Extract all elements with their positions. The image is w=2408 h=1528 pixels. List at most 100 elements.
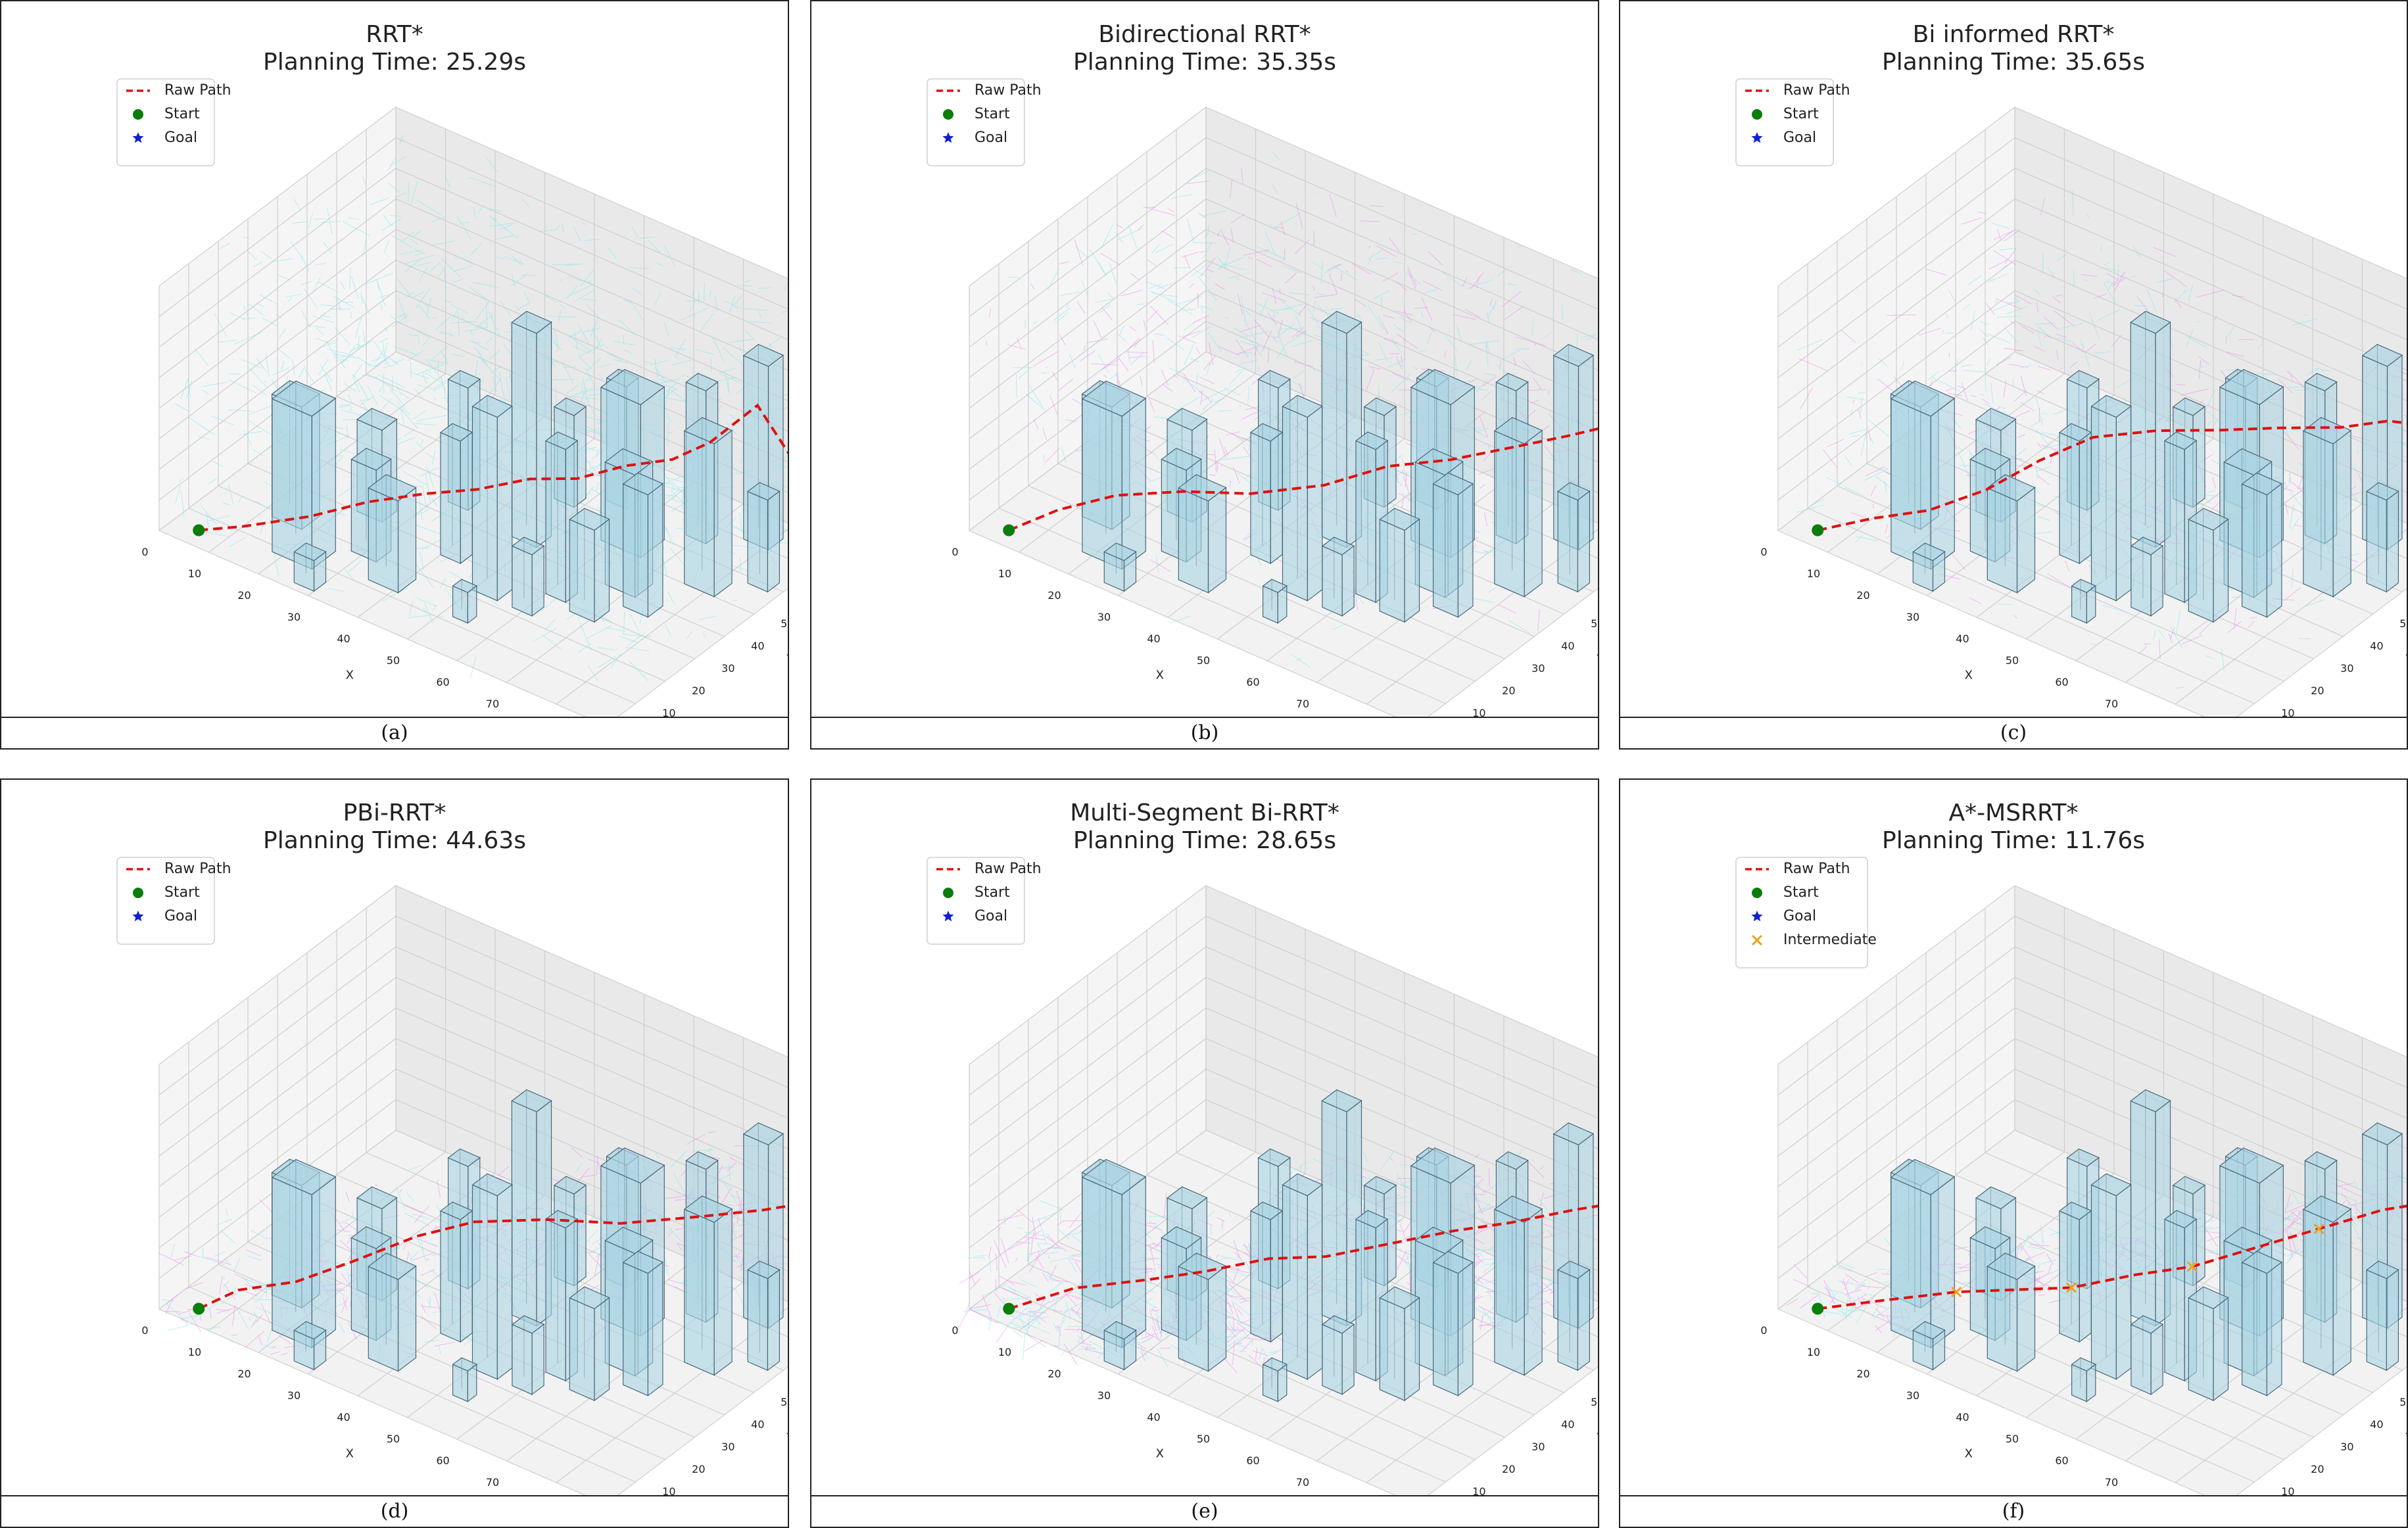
tree-edge [1489, 298, 1493, 306]
tree-edge [2033, 346, 2046, 352]
tree-edge [994, 1292, 1005, 1304]
tree-edge [1032, 1216, 1037, 1240]
tree-edge [189, 1312, 202, 1333]
legend-label: Raw Path [164, 82, 231, 99]
tree-edge [667, 1226, 683, 1242]
tree-edge [1985, 302, 1995, 315]
tree-edge [420, 439, 424, 446]
gridline-z [969, 1007, 1598, 1187]
tree-edge [1024, 1231, 1049, 1237]
tree-edge [519, 259, 523, 265]
tree-edge [1479, 484, 1485, 489]
obstacle-side [1577, 490, 1591, 593]
tree-edge [1945, 387, 1954, 392]
tree-edge [362, 297, 370, 315]
tree-edge [1239, 325, 1261, 333]
gridline-z [969, 107, 1598, 287]
tree-edge [1153, 1316, 1160, 1329]
tree-edge [272, 1345, 276, 1347]
tree-edge [2277, 379, 2294, 394]
gridline-z [969, 137, 1598, 317]
tree-edge [702, 632, 707, 638]
tree-edge [1360, 220, 1381, 222]
tree-edge [665, 527, 673, 545]
obstacle-top [511, 537, 545, 556]
tree-edge [1109, 263, 1117, 284]
tree-edge [1581, 333, 1597, 339]
tree-edge [969, 1304, 991, 1310]
tree-edge [1522, 360, 1536, 374]
tree-edge [2056, 333, 2067, 338]
obstacle-front [440, 431, 461, 564]
tree-edge [1480, 1314, 1483, 1331]
tree-edge [158, 1253, 184, 1266]
tree-edge [2072, 189, 2074, 216]
tree-edge [1499, 362, 1502, 370]
obstacle-front [1322, 545, 1343, 617]
tree-edge [1846, 396, 1865, 400]
chart-svg-a: RRT*Planning Time: 25.29s010203040506070… [116, 21, 788, 718]
obstacle-top [2188, 508, 2229, 531]
x-tick-label: 20 [1047, 589, 1061, 602]
tree-edge [1010, 1309, 1036, 1318]
tree-edge [1201, 305, 1214, 310]
tree-edge [470, 330, 473, 335]
tree-edge [253, 385, 267, 396]
tree-edge [1827, 439, 1844, 448]
tree-edge [1963, 370, 1987, 372]
chart-panel-c: Bi informed RRT* Planning Time: 35.65s 0 10… [1619, 0, 2408, 750]
tree-edge [1282, 265, 1303, 274]
chart-title: Bidirectional RRT* [1098, 21, 1311, 48]
raw-path-line [1008, 427, 1598, 532]
tree-edge [506, 377, 511, 400]
tree-edge [577, 323, 590, 345]
tree-edge [477, 204, 486, 214]
obstacle-side [397, 487, 417, 594]
tree-edge [2288, 471, 2291, 484]
tree-edge [349, 267, 351, 289]
tree-edge [1397, 1249, 1407, 1270]
tree-edge [579, 622, 592, 650]
tree-edge [2153, 630, 2156, 640]
tree-edge [631, 226, 639, 239]
chart-title: Multi-Segment Bi-RRT* [1070, 800, 1339, 826]
tree-edge [489, 350, 500, 360]
tree-edge [2019, 1246, 2023, 1251]
tree-edge [1237, 277, 1240, 281]
tree-edge [354, 374, 370, 400]
tree-edge [279, 366, 283, 370]
tree-edge [1470, 597, 1495, 603]
tree-edge [667, 592, 675, 606]
tree-edge [1259, 1348, 1263, 1360]
tree-edge [229, 537, 247, 547]
tree-edge [373, 356, 390, 368]
legend-symbol-start [133, 888, 143, 898]
tree-edge [1240, 331, 1268, 339]
tree-edge [185, 1281, 204, 1289]
tree-edge [2037, 515, 2050, 521]
tree-edge [416, 442, 425, 451]
tree-edge [2036, 429, 2050, 447]
tree-edge [1007, 344, 1026, 350]
x-tick-label: 10 [998, 1346, 1011, 1358]
obstacle-box [439, 1201, 473, 1343]
tree-edge [383, 373, 385, 394]
tree-edge [1033, 419, 1039, 429]
tree-edge [235, 1306, 249, 1330]
tree-edge [724, 1183, 739, 1206]
chart-subtitle: Planning Time: 11.76s [1882, 827, 2145, 854]
obstacle-side [2150, 544, 2163, 617]
tree-edge [548, 316, 577, 318]
tree-edge [1800, 1294, 1819, 1309]
obstacle-front [2059, 431, 2080, 564]
tree-edge [1295, 315, 1307, 337]
tree-edge [999, 1276, 1015, 1285]
tree-edge [379, 337, 388, 343]
tree-edge [1156, 1316, 1163, 1337]
tree-edge [436, 481, 439, 483]
obstacle-top [622, 472, 664, 496]
tree-edge [251, 1314, 263, 1327]
tree-edge [571, 396, 599, 400]
obstacle-top [1161, 448, 1202, 471]
tree-edge [671, 498, 686, 504]
